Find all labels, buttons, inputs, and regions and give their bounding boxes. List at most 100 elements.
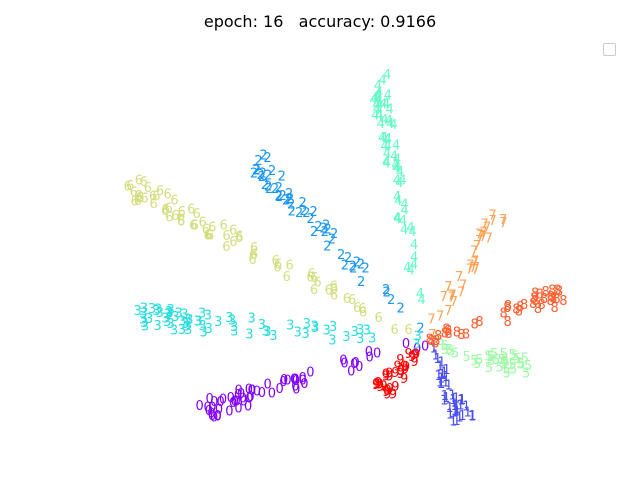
point-class-1: 1 — [432, 349, 440, 364]
point-class-6: 6 — [250, 248, 258, 263]
point-class-5: 5 — [462, 350, 470, 365]
point-class-3: 3 — [181, 317, 189, 332]
point-class-9: 9 — [401, 363, 409, 378]
point-class-6: 6 — [140, 175, 148, 190]
point-class-1: 1 — [437, 377, 445, 392]
point-class-6: 6 — [136, 191, 144, 206]
point-class-6: 6 — [330, 282, 338, 297]
point-class-1: 1 — [458, 409, 466, 424]
point-class-6: 6 — [272, 254, 280, 269]
point-class-7: 7 — [499, 213, 507, 228]
point-class-1: 1 — [445, 401, 453, 416]
point-class-4: 4 — [372, 98, 380, 113]
point-class-8: 8 — [431, 337, 439, 352]
point-class-7: 7 — [440, 290, 448, 305]
point-class-4: 4 — [380, 131, 388, 146]
point-class-5: 5 — [445, 343, 453, 358]
point-class-4: 4 — [375, 99, 383, 114]
point-class-0: 0 — [292, 374, 300, 389]
point-class-9: 9 — [380, 380, 388, 395]
point-class-7: 7 — [473, 239, 481, 254]
point-class-5: 5 — [500, 358, 508, 373]
point-class-0: 0 — [207, 406, 215, 421]
point-class-4: 4 — [410, 250, 418, 265]
chart-title: epoch: 16 accuracy: 0.9166 — [203, 12, 437, 31]
point-class-6: 6 — [250, 241, 258, 256]
point-class-2: 2 — [322, 218, 330, 233]
point-class-2: 2 — [288, 204, 296, 219]
point-class-6: 6 — [375, 311, 383, 326]
point-class-8: 8 — [516, 300, 524, 315]
point-class-6: 6 — [199, 216, 207, 231]
point-class-8: 8 — [550, 301, 558, 316]
point-class-1: 1 — [430, 342, 438, 357]
point-class-1: 1 — [446, 408, 454, 423]
point-class-3: 3 — [286, 319, 294, 334]
point-class-3: 3 — [412, 338, 420, 353]
point-class-2: 2 — [253, 164, 261, 179]
point-class-3: 3 — [170, 324, 178, 339]
point-class-6: 6 — [149, 190, 157, 205]
point-class-2: 2 — [320, 221, 328, 236]
point-class-1: 1 — [436, 375, 444, 390]
point-class-0: 0 — [235, 384, 243, 399]
point-class-8: 8 — [500, 307, 508, 322]
point-class-5: 5 — [517, 357, 525, 372]
point-class-0: 0 — [239, 391, 247, 406]
point-class-7: 7 — [436, 310, 444, 325]
point-class-4: 4 — [392, 161, 400, 176]
point-class-8: 8 — [515, 304, 523, 319]
point-class-2: 2 — [314, 220, 322, 235]
point-class-0: 0 — [291, 379, 299, 394]
point-class-4: 4 — [384, 132, 392, 147]
point-class-0: 0 — [217, 395, 225, 410]
point-class-3: 3 — [356, 323, 364, 338]
point-class-4: 4 — [393, 212, 401, 227]
point-class-1: 1 — [452, 398, 460, 413]
point-class-7: 7 — [457, 285, 465, 300]
point-class-2: 2 — [324, 222, 332, 237]
point-class-3: 3 — [263, 325, 271, 340]
point-class-5: 5 — [487, 350, 495, 365]
point-class-7: 7 — [476, 229, 484, 244]
point-class-1: 1 — [440, 393, 448, 408]
point-class-0: 0 — [233, 395, 241, 410]
point-class-5: 5 — [436, 334, 444, 349]
point-class-2: 2 — [285, 187, 293, 202]
point-class-0: 0 — [299, 374, 307, 389]
point-class-4: 4 — [382, 155, 390, 170]
point-class-9: 9 — [385, 367, 393, 382]
point-class-6: 6 — [310, 271, 318, 286]
point-class-4: 4 — [394, 194, 402, 209]
point-class-1: 1 — [441, 375, 449, 390]
point-class-2: 2 — [282, 194, 290, 209]
point-class-0: 0 — [283, 374, 291, 389]
point-class-2: 2 — [286, 192, 294, 207]
point-class-0: 0 — [291, 373, 299, 388]
point-class-1: 1 — [451, 399, 459, 414]
point-class-3: 3 — [230, 325, 238, 340]
point-class-3: 3 — [303, 317, 311, 332]
point-class-5: 5 — [487, 354, 495, 369]
legend-box — [603, 43, 616, 56]
point-class-6: 6 — [359, 306, 367, 321]
point-class-3: 3 — [140, 301, 148, 316]
point-class-9: 9 — [412, 347, 420, 362]
point-class-7: 7 — [444, 280, 452, 295]
point-class-6: 6 — [273, 260, 281, 275]
point-class-9: 9 — [397, 364, 405, 379]
point-class-7: 7 — [475, 234, 483, 249]
point-class-6: 6 — [124, 179, 132, 194]
point-class-4: 4 — [384, 89, 392, 104]
point-class-7: 7 — [481, 218, 489, 233]
point-class-6: 6 — [165, 210, 173, 225]
point-class-5: 5 — [475, 353, 483, 368]
point-class-7: 7 — [428, 328, 436, 343]
point-class-5: 5 — [509, 348, 517, 363]
point-class-8: 8 — [503, 301, 511, 316]
point-class-9: 9 — [376, 380, 384, 395]
point-class-0: 0 — [205, 404, 213, 419]
point-class-4: 4 — [392, 138, 400, 153]
